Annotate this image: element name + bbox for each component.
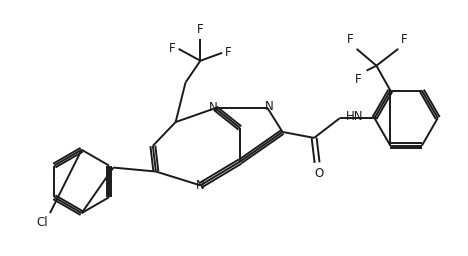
Text: F: F <box>197 23 204 36</box>
Text: F: F <box>355 73 362 86</box>
Text: N: N <box>196 179 205 192</box>
Text: HN: HN <box>346 110 363 123</box>
Text: F: F <box>169 42 176 55</box>
Text: O: O <box>314 167 324 179</box>
Text: F: F <box>401 33 408 46</box>
Text: N: N <box>265 100 274 113</box>
Text: F: F <box>225 46 232 59</box>
Text: F: F <box>347 33 354 46</box>
Text: N: N <box>209 101 218 114</box>
Text: Cl: Cl <box>37 216 48 229</box>
